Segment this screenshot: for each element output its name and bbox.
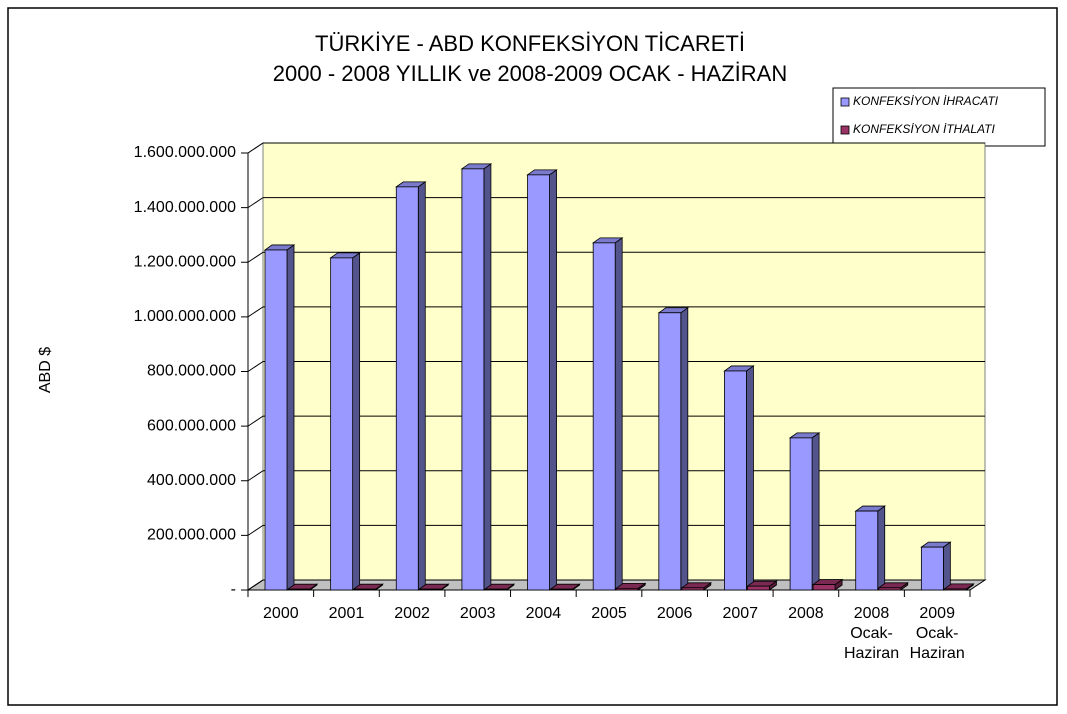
bar — [657, 307, 690, 591]
bar-front — [461, 168, 485, 591]
bar — [263, 244, 296, 591]
y-tick-label: 200.000.000 — [147, 527, 236, 544]
bar-side — [483, 163, 492, 591]
x-tick-label: 2001 — [328, 605, 365, 622]
bar-front — [287, 588, 311, 591]
bar-front — [484, 588, 508, 591]
bar-front — [550, 588, 573, 591]
bar-front — [527, 174, 550, 591]
legend-label: KONFEKSİYON İTHALATI — [853, 122, 995, 136]
bar — [723, 365, 755, 591]
y-tick-label: 1.600.000.000 — [134, 144, 236, 161]
bar-side — [746, 365, 754, 591]
side-grid-line — [247, 415, 264, 427]
bar-front — [681, 587, 705, 591]
y-tick-label: 400.000.000 — [147, 472, 236, 489]
bar — [746, 580, 778, 591]
bar — [680, 582, 713, 591]
bar-side — [352, 252, 361, 591]
bar-side — [942, 541, 951, 591]
bar — [526, 169, 558, 591]
bar-front — [592, 242, 616, 591]
bar — [877, 582, 909, 591]
bar-side — [614, 237, 623, 591]
bar — [460, 163, 493, 591]
chart-subtitle: 2000 - 2008 YILLIK ve 2008-2009 OCAK - H… — [273, 61, 787, 86]
y-tick-label: 800.000.000 — [147, 363, 236, 380]
y-tick-label: - — [231, 581, 236, 598]
side-grid-line — [247, 470, 264, 482]
side-grid-line — [247, 306, 264, 318]
bar — [854, 505, 886, 591]
bar — [483, 583, 516, 591]
bar-front — [943, 588, 967, 591]
bar-side — [417, 181, 426, 591]
side-grid-line — [247, 197, 264, 209]
x-tick-label: 2008 — [788, 605, 824, 622]
bar-front — [812, 584, 836, 591]
bar-front — [747, 585, 770, 591]
x-tick-label: 2005 — [591, 605, 627, 622]
side-grid-line — [247, 142, 264, 154]
bar — [788, 432, 821, 591]
x-tick-label: 2009 Ocak- Haziran — [909, 605, 965, 662]
y-tick-label: 600.000.000 — [147, 417, 236, 434]
y-axis-label: ABD $ — [37, 347, 54, 393]
bar — [352, 583, 384, 591]
bar — [920, 541, 952, 591]
bar-front — [353, 588, 377, 591]
bar-front — [878, 587, 902, 591]
bar — [549, 583, 581, 591]
x-tick-label: 2002 — [394, 605, 430, 622]
bar-side — [549, 169, 557, 591]
bar-front — [658, 312, 682, 591]
x-tick-label: 2008 Ocak- Haziran — [843, 605, 900, 662]
legend-label: KONFEKSİYON İHRACATI — [853, 94, 999, 108]
x-tick-label: 2004 — [525, 605, 562, 622]
bar-front — [920, 546, 944, 591]
bar-front — [615, 587, 639, 591]
bar — [614, 582, 647, 591]
bar — [811, 578, 844, 591]
x-tick-label: 2003 — [459, 605, 496, 622]
bar-front — [724, 370, 747, 591]
x-tick-label: 2000 — [263, 605, 299, 622]
bar-front — [789, 437, 813, 591]
y-tick-label: 1.000.000.000 — [134, 308, 236, 325]
side-grid-line — [247, 251, 264, 263]
legend-swatch — [840, 125, 850, 135]
side-grid-line — [247, 579, 264, 591]
bar-front — [330, 257, 354, 591]
bar — [943, 583, 975, 591]
bar-front — [264, 249, 288, 591]
bar-side — [811, 432, 820, 591]
chart-title: TÜRKİYE - ABD KONFEKSİYON TİCARETİ — [315, 31, 745, 56]
bar — [418, 583, 450, 591]
bar — [329, 252, 361, 591]
legend — [832, 87, 1046, 147]
bar-front — [395, 186, 419, 591]
bar — [591, 237, 624, 591]
y-tick-label: 1.400.000.000 — [134, 199, 236, 216]
bar — [395, 181, 427, 591]
bar-front — [418, 588, 442, 591]
legend-swatch — [840, 97, 850, 107]
bar-front — [855, 510, 879, 591]
y-tick-label: 1.200.000.000 — [134, 253, 236, 270]
x-tick-label: 2007 — [722, 605, 759, 622]
side-grid-line — [247, 361, 264, 372]
bar-side — [286, 244, 295, 591]
bar-side — [877, 505, 886, 591]
bar — [286, 583, 319, 591]
bar-side — [680, 307, 689, 591]
side-grid-line — [247, 524, 264, 536]
x-tick-label: 2006 — [656, 605, 693, 622]
